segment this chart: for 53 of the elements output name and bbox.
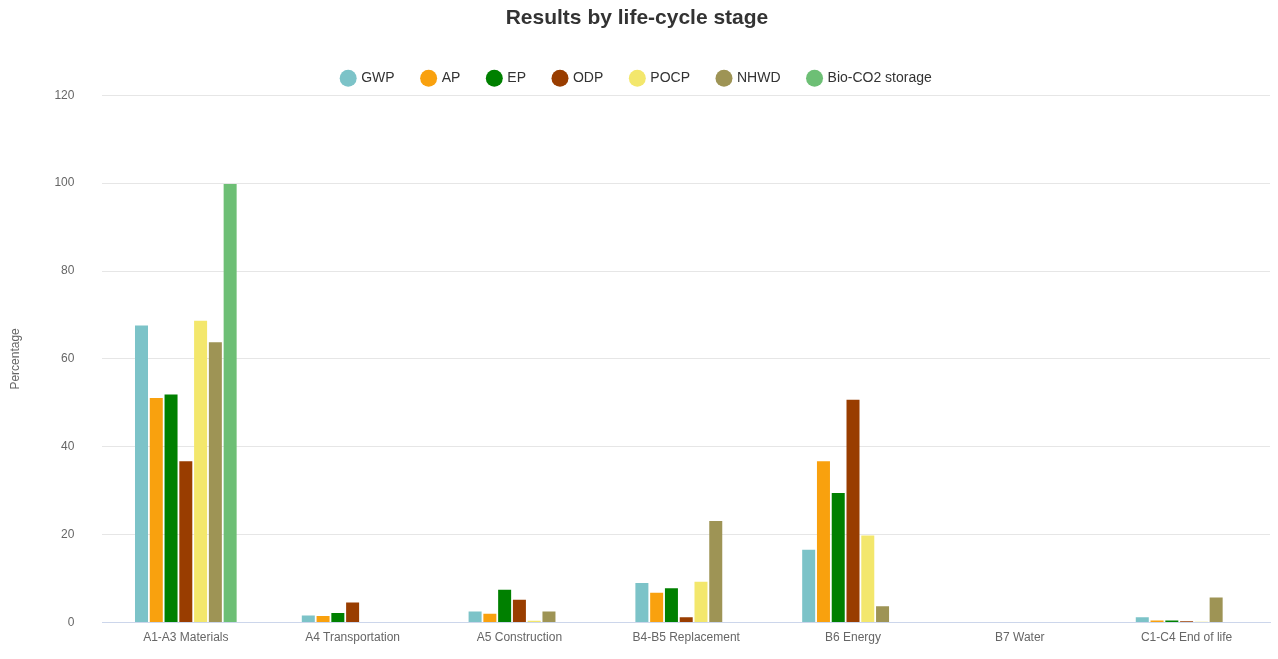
bar xyxy=(301,615,315,623)
bar xyxy=(512,599,526,623)
x-tick-label: B7 Water xyxy=(995,630,1045,645)
bar xyxy=(483,613,497,623)
x-tick-label: C1-C4 End of life xyxy=(1140,630,1233,645)
bar xyxy=(861,535,875,623)
bar xyxy=(694,581,708,623)
bar xyxy=(179,461,193,623)
y-tick-label: 60 xyxy=(61,351,75,366)
bar xyxy=(223,183,237,623)
y-tick-label: 0 xyxy=(67,614,75,629)
bar xyxy=(208,342,222,623)
legend-label: Bio-CO2 storage xyxy=(827,69,933,86)
legend-label: ODP xyxy=(572,69,604,86)
bar xyxy=(316,616,330,623)
bar xyxy=(831,492,845,623)
y-axis-title: Percentage xyxy=(7,327,22,390)
bar xyxy=(346,602,360,623)
legend-label: POCP xyxy=(650,69,691,86)
x-tick-label: B4-B5 Replacement xyxy=(632,630,741,645)
x-tick-label: A5 Construction xyxy=(476,630,563,645)
y-tick-label: 20 xyxy=(61,527,75,542)
bar xyxy=(679,617,693,623)
y-tick-label: 40 xyxy=(61,439,75,454)
legend-label: EP xyxy=(507,69,526,86)
bar xyxy=(331,612,345,623)
bar xyxy=(816,461,830,623)
legend-label: GWP xyxy=(361,69,395,86)
y-tick-label: 100 xyxy=(54,175,75,190)
bar xyxy=(194,320,208,623)
bar xyxy=(149,398,163,623)
bar xyxy=(135,325,148,623)
x-tick-label: A1-A3 Materials xyxy=(143,630,229,645)
bar xyxy=(802,549,816,623)
chart-title: Results by life-cycle stage xyxy=(505,5,769,29)
x-tick-label: B6 Energy xyxy=(824,630,882,645)
bar xyxy=(542,611,556,623)
bar xyxy=(635,583,649,623)
bar xyxy=(164,394,178,623)
bar xyxy=(498,589,512,623)
bar xyxy=(650,592,664,623)
y-tick-label: 120 xyxy=(54,87,75,102)
bar xyxy=(664,588,678,623)
legend-label: AP xyxy=(441,69,461,86)
bar xyxy=(846,399,860,623)
bar xyxy=(876,606,890,623)
x-tick-label: A4 Transportation xyxy=(305,630,400,645)
legend-label: NHWD xyxy=(737,69,781,86)
bar xyxy=(468,611,482,623)
y-tick-label: 80 xyxy=(61,263,75,278)
bar xyxy=(709,521,723,623)
bar xyxy=(1135,617,1149,623)
bar xyxy=(1209,597,1223,623)
